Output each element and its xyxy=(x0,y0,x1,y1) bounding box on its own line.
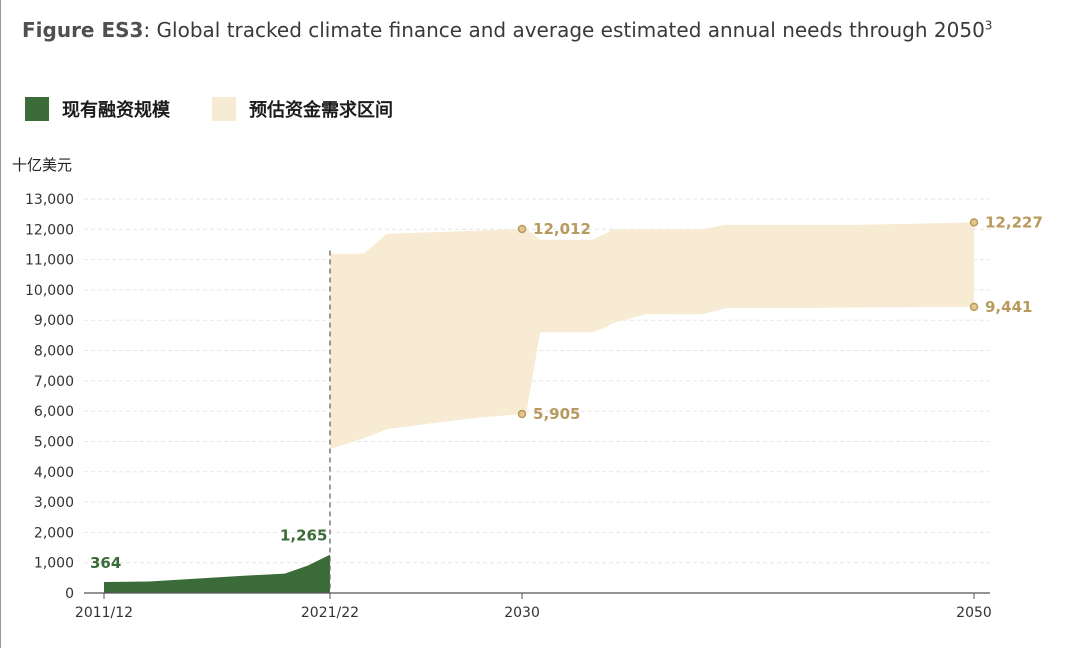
x-tick-label: 2050 xyxy=(956,605,992,621)
x-tick-label: 2011/12 xyxy=(75,605,133,621)
legend-label-existing-finance: 现有融资规模 xyxy=(62,100,170,121)
y-tick-label: 6,000 xyxy=(34,404,74,420)
y-tick-label: 8,000 xyxy=(34,344,74,360)
legend-item-needs-range: 预估资金需求区间 xyxy=(212,96,393,122)
y-tick-label: 9,000 xyxy=(34,313,74,329)
x-tick-label: 2030 xyxy=(504,605,540,621)
y-tick-label: 13,000 xyxy=(25,192,74,208)
chart-title: Figure ES3: Global tracked climate finan… xyxy=(22,18,992,42)
y-tick-label: 4,000 xyxy=(34,465,74,481)
existing-finance-area xyxy=(104,554,330,593)
value-marker xyxy=(517,409,527,419)
legend: 现有融资规模 预估资金需求区间 xyxy=(25,96,435,122)
value-marker xyxy=(969,302,979,312)
value-label: 12,227 xyxy=(985,213,1043,231)
value-marker xyxy=(969,218,979,227)
y-tick-label: 5,000 xyxy=(34,434,74,450)
value-label: 12,012 xyxy=(533,220,591,238)
legend-swatch-existing-finance xyxy=(25,97,49,121)
legend-item-existing-finance: 现有融资规模 xyxy=(25,96,170,122)
figure-label: Figure ES3 xyxy=(22,18,144,42)
title-superscript: 3 xyxy=(984,18,993,33)
value-label: 9,441 xyxy=(985,298,1032,316)
y-tick-label: 10,000 xyxy=(25,283,74,299)
y-tick-label: 2,000 xyxy=(34,525,74,541)
y-tick-label: 1,000 xyxy=(34,556,74,572)
value-label: 1,265 xyxy=(280,527,327,545)
title-text: : Global tracked climate finance and ave… xyxy=(143,18,985,42)
value-marker xyxy=(517,224,527,234)
y-tick-label: 3,000 xyxy=(34,495,74,511)
y-axis-unit-label: 十亿美元 xyxy=(12,156,73,174)
y-tick-label: 11,000 xyxy=(25,253,74,269)
legend-swatch-needs-range xyxy=(212,97,236,121)
y-tick-label: 7,000 xyxy=(34,374,74,390)
x-tick-label: 2021/22 xyxy=(301,605,359,621)
legend-label-needs-range: 预估资金需求区间 xyxy=(249,100,393,121)
value-label: 5,905 xyxy=(533,405,580,423)
y-tick-label: 0 xyxy=(65,586,74,602)
needs-range-band xyxy=(330,222,974,449)
y-tick-label: 12,000 xyxy=(25,222,74,238)
value-label: 364 xyxy=(90,554,121,572)
